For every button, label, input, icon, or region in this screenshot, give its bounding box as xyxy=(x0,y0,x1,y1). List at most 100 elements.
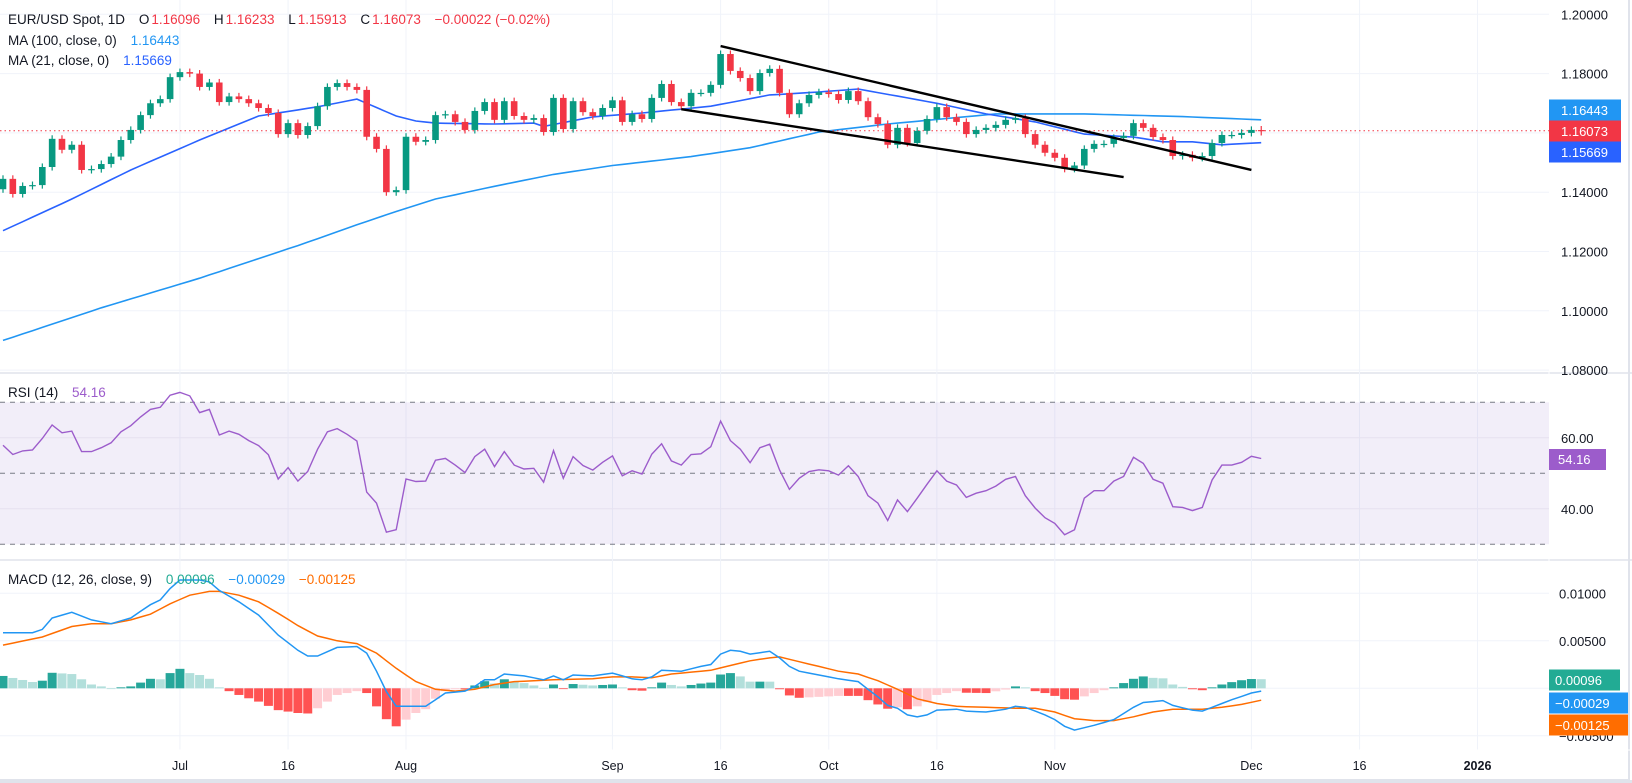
candle xyxy=(697,89,705,97)
ma100-line xyxy=(2,113,1262,342)
candle-body xyxy=(137,115,144,130)
candle xyxy=(1248,126,1255,137)
histogram-bar xyxy=(352,688,362,692)
histogram-bar xyxy=(952,688,962,692)
macd-line xyxy=(3,579,1262,731)
candle-body xyxy=(835,94,842,100)
histogram-bar xyxy=(421,688,431,710)
candle xyxy=(392,186,400,196)
histogram-bar xyxy=(1099,688,1109,691)
candle xyxy=(107,153,115,168)
candle-body xyxy=(795,103,803,115)
time-axis-label: 16 xyxy=(281,759,295,773)
candle xyxy=(39,163,46,189)
candle-body xyxy=(225,96,233,103)
candle xyxy=(717,50,724,89)
candle xyxy=(166,73,174,103)
candle xyxy=(1110,134,1118,148)
candle xyxy=(137,111,144,134)
candle xyxy=(618,96,626,126)
candle-body xyxy=(540,118,547,133)
histogram-bar xyxy=(1119,683,1129,689)
candle-body xyxy=(727,54,734,71)
macd-legend[interactable]: MACD (12, 26, close, 9) 0.00096 −0.00029… xyxy=(8,572,358,587)
candle xyxy=(196,70,203,91)
rsi-axis-label: 60.00 xyxy=(1561,431,1594,446)
candle-body xyxy=(638,114,646,119)
candle-body xyxy=(884,124,891,145)
histogram-bar xyxy=(18,679,28,689)
candle xyxy=(746,74,754,95)
histogram-bar xyxy=(490,683,499,689)
histogram-bar xyxy=(755,681,765,689)
histogram-bar xyxy=(381,688,391,720)
symbol-title[interactable]: EUR/USD Spot, 1D xyxy=(8,12,126,27)
histogram-bar xyxy=(558,688,568,690)
rsi-label: RSI (14) xyxy=(8,385,59,400)
candle-body xyxy=(304,126,312,135)
candle xyxy=(402,133,410,194)
rsi-line xyxy=(2,391,1262,536)
close-label: C xyxy=(360,12,371,27)
candle xyxy=(913,127,921,147)
candle-body xyxy=(933,107,941,119)
histogram-bar xyxy=(627,688,637,691)
candle xyxy=(648,94,656,123)
candle xyxy=(127,126,135,144)
candle xyxy=(894,124,901,149)
histogram-bar xyxy=(411,688,421,713)
candle-body xyxy=(314,106,321,127)
ma100-label: MA (100, close, 0) xyxy=(8,33,117,48)
candle-body xyxy=(1218,134,1226,143)
histogram-bar xyxy=(1030,688,1040,692)
histogram-bar xyxy=(96,686,106,689)
macd-axis-label: 0.01000 xyxy=(1559,586,1606,601)
candle xyxy=(215,78,223,106)
histogram-bar xyxy=(136,682,146,689)
candle-body xyxy=(992,124,1000,128)
price-axis-label: 1.12000 xyxy=(1561,245,1608,260)
candle-body xyxy=(392,190,400,193)
histogram-bar xyxy=(86,684,96,689)
candle xyxy=(481,98,488,115)
candle xyxy=(560,94,567,133)
candle xyxy=(176,68,184,81)
histogram-bar xyxy=(263,688,273,706)
candle xyxy=(815,88,823,99)
candle xyxy=(874,113,882,128)
histogram-bar xyxy=(480,681,490,689)
candle-body xyxy=(255,103,262,108)
macd-label: MACD (12, 26, close, 9) xyxy=(8,572,153,587)
candle-body xyxy=(776,68,783,93)
histogram-bar xyxy=(578,684,588,689)
histogram-bar xyxy=(981,688,991,694)
price-badge xyxy=(1549,120,1621,142)
candle-body xyxy=(1061,157,1068,169)
price-badge-label: 1.15669 xyxy=(1561,145,1608,160)
price-badge-label: 1.16443 xyxy=(1561,103,1608,118)
candle xyxy=(550,94,557,136)
candle xyxy=(1002,116,1009,129)
candle-body xyxy=(353,86,361,90)
candle xyxy=(1238,129,1245,139)
candle xyxy=(274,109,282,138)
histogram-bar xyxy=(794,688,804,698)
candle xyxy=(520,112,528,124)
rsi-legend[interactable]: RSI (14) 54.16 xyxy=(8,385,108,400)
candle-body xyxy=(510,101,518,116)
candle-body xyxy=(579,101,587,113)
histogram-bar xyxy=(342,688,352,694)
candle xyxy=(795,99,803,118)
candle-body xyxy=(39,166,46,186)
histogram-bar xyxy=(106,688,116,690)
candle-body xyxy=(550,97,557,133)
histogram-bar xyxy=(185,673,195,689)
histogram-bar xyxy=(214,687,224,689)
candle-body xyxy=(1159,137,1167,141)
ma21-legend[interactable]: MA (21, close, 0) 1.15669 xyxy=(8,53,174,68)
candle xyxy=(540,114,547,136)
ma100-legend[interactable]: MA (100, close, 0) 1.16443 xyxy=(8,33,181,48)
histogram-bar xyxy=(175,668,185,689)
candle xyxy=(294,119,302,139)
